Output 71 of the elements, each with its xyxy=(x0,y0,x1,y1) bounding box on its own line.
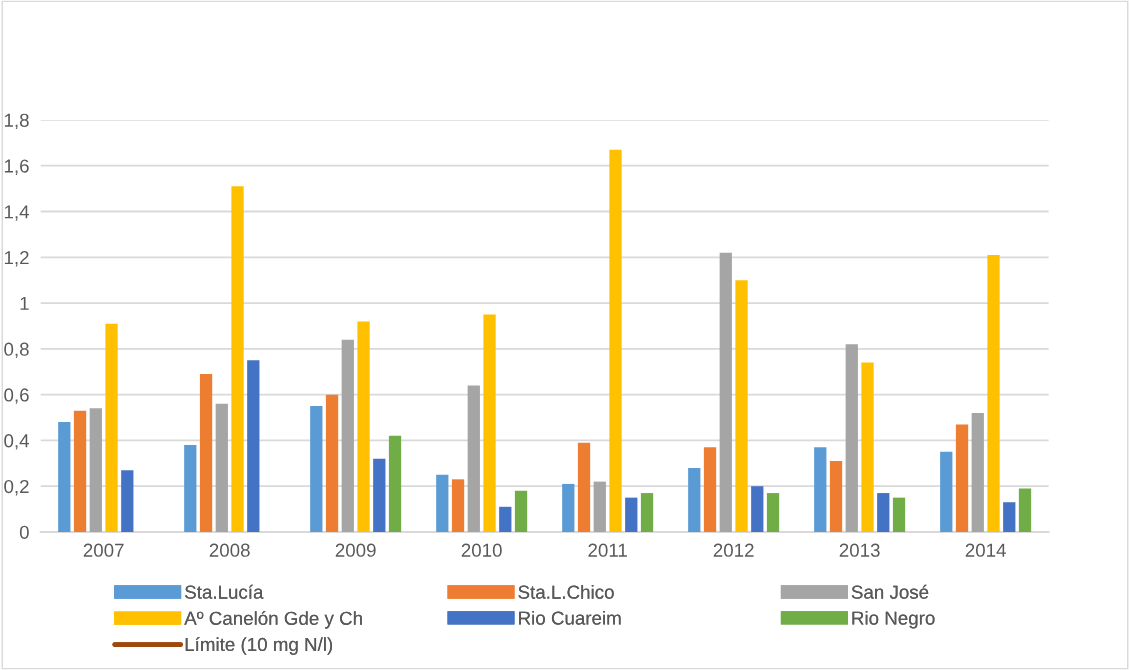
bar xyxy=(231,186,244,532)
bar xyxy=(971,412,984,532)
legend-label: San José xyxy=(851,584,929,599)
bar xyxy=(735,280,748,532)
bar xyxy=(184,444,197,532)
bar xyxy=(703,447,717,532)
x-tick-label: 2014 xyxy=(965,543,1006,557)
bar xyxy=(719,252,732,532)
bar xyxy=(73,410,87,532)
bar xyxy=(609,149,622,532)
bar xyxy=(105,323,118,532)
bar xyxy=(593,481,606,532)
bar xyxy=(766,493,780,532)
bar xyxy=(861,362,874,532)
x-tick-label: 2012 xyxy=(713,543,754,557)
bar xyxy=(514,490,528,532)
bar xyxy=(688,467,701,532)
bar xyxy=(373,458,386,532)
bar xyxy=(499,506,512,532)
bar xyxy=(577,442,591,532)
bar xyxy=(325,394,339,532)
bar xyxy=(955,424,969,532)
bar xyxy=(58,422,71,532)
legend-label: Límite (10 mg N/l) xyxy=(185,637,333,655)
y-tick-label: 1,2 xyxy=(4,250,29,267)
bar xyxy=(940,451,953,532)
x-tick-label: 2009 xyxy=(335,543,376,557)
y-tick-label: 1,8 xyxy=(4,113,29,130)
y-tick-label: 0,2 xyxy=(4,479,29,496)
bar xyxy=(892,497,906,532)
bar xyxy=(89,408,102,532)
y-tick-label: 0,8 xyxy=(4,342,29,359)
bar xyxy=(199,374,213,532)
bar xyxy=(247,360,260,532)
bar xyxy=(845,344,858,532)
x-tick-label: 2011 xyxy=(588,543,627,557)
bar xyxy=(467,385,480,532)
bar xyxy=(814,447,827,532)
x-tick-label: 2008 xyxy=(209,543,250,557)
bar xyxy=(310,406,323,532)
bar xyxy=(357,321,370,532)
y-tick-label: 1,6 xyxy=(4,159,29,175)
y-tick-label: 0 xyxy=(19,525,29,539)
bar xyxy=(1003,502,1016,532)
y-tick-label: 0,4 xyxy=(4,434,30,450)
bar xyxy=(877,493,890,532)
bar xyxy=(436,474,449,532)
y-tick-label: 1 xyxy=(20,296,29,310)
bar xyxy=(751,486,764,532)
y-tick-label: 0,6 xyxy=(4,388,29,404)
bar xyxy=(829,461,843,532)
x-tick-label: 2007 xyxy=(83,543,124,557)
bar xyxy=(562,483,575,532)
legend-label: Sta.L.Chico xyxy=(518,585,614,599)
legend-label: Sta.Lucía xyxy=(185,584,264,599)
y-tick-label: 1,4 xyxy=(4,205,30,221)
bar xyxy=(215,403,228,532)
bar xyxy=(121,470,134,532)
bar xyxy=(625,497,638,532)
bar xyxy=(388,435,402,532)
bar xyxy=(483,314,496,532)
bar xyxy=(341,339,354,532)
x-tick-label: 2013 xyxy=(839,543,880,557)
legend-label: Rio Negro xyxy=(852,610,935,629)
bar xyxy=(451,479,465,532)
bar xyxy=(1018,488,1032,532)
bar xyxy=(640,493,654,532)
legend-label: Aº Canelón Gde y Ch xyxy=(184,610,362,629)
bar xyxy=(987,254,1000,532)
x-tick-label: 2010 xyxy=(461,543,502,557)
legend-label: Rio Cuareim xyxy=(519,610,621,625)
